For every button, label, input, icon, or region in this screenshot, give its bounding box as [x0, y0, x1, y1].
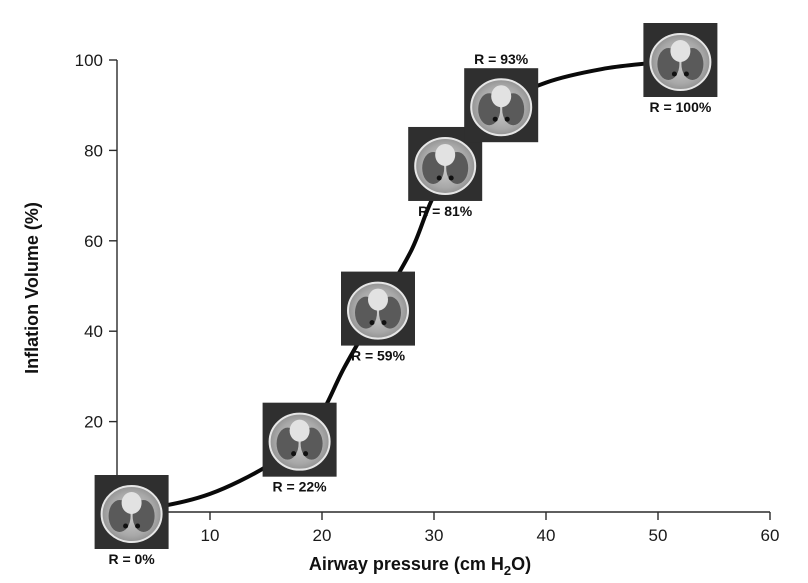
ct-heart	[435, 143, 456, 166]
r-value-label: R = 81%	[418, 203, 473, 219]
ct-heart	[121, 492, 142, 514]
x-axis-title-tail: O)	[511, 554, 531, 574]
y-tick-label: 60	[84, 232, 103, 251]
ct-airway-dot	[683, 71, 689, 77]
x-axis-title-main: Airway pressure (cm H	[309, 554, 504, 574]
ct-heart	[368, 288, 388, 311]
ct-airway-dot	[291, 451, 297, 457]
y-tick-label: 100	[75, 51, 103, 70]
ct-scan-marker: R = 0%	[94, 475, 169, 567]
ct-airway-dot	[369, 320, 375, 326]
r-value-label: R = 0%	[108, 551, 155, 567]
y-tick-label: 20	[84, 413, 103, 432]
ct-airway-dot	[303, 451, 309, 457]
ct-airway-dot	[123, 523, 129, 529]
ct-airway-dot	[135, 523, 141, 529]
x-tick-label: 20	[313, 526, 332, 545]
ct-scan-marker: R = 22%	[262, 402, 337, 495]
y-tick-label: 40	[84, 322, 103, 341]
x-tick-label: 60	[761, 526, 780, 545]
ct-scan-marker: R = 100%	[643, 23, 718, 115]
x-tick-label: 30	[425, 526, 444, 545]
ct-airway-dot	[381, 320, 387, 326]
x-tick-label: 50	[649, 526, 668, 545]
x-tick-label: 40	[537, 526, 556, 545]
ct-scan-markers: R = 0% R = 22% R = 59% R = 81% R = 93% R = 10…	[94, 23, 718, 567]
x-tick-label: 10	[201, 526, 220, 545]
x-axis-title: Airway pressure (cm H2O)	[309, 554, 531, 578]
ct-scan-marker: R = 81%	[408, 126, 483, 219]
r-value-label: R = 22%	[273, 479, 328, 495]
r-value-label: R = 93%	[474, 51, 529, 67]
r-value-label: R = 59%	[351, 348, 406, 364]
ct-scan-marker: R = 93%	[464, 51, 539, 143]
ct-airway-dot	[504, 116, 510, 122]
y-ticks: 20 40 60 80 100	[75, 51, 117, 432]
ct-heart	[670, 40, 691, 62]
ct-airway-dot	[492, 116, 498, 122]
y-tick-label: 80	[84, 141, 103, 160]
x-ticks: 10 20 30 40 50 60	[201, 512, 780, 545]
ct-heart	[491, 85, 512, 108]
ct-heart	[289, 419, 310, 442]
ct-airway-dot	[436, 175, 442, 181]
ct-scan-marker: R = 59%	[341, 271, 415, 364]
y-axis-title: Inflation Volume (%)	[22, 202, 42, 374]
ct-airway-dot	[448, 175, 454, 181]
x-axis-title-subscript: 2	[504, 563, 511, 578]
r-value-label: R = 100%	[649, 99, 711, 115]
ct-airway-dot	[671, 71, 677, 77]
